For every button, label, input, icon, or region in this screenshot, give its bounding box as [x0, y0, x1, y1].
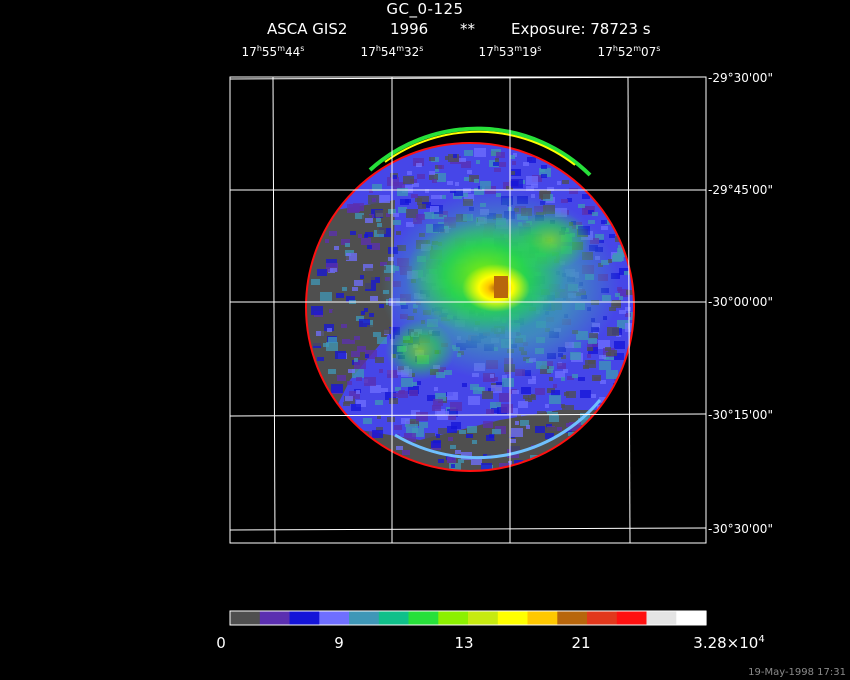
colorbar: [229, 610, 707, 626]
colorbar-swatch: [230, 611, 261, 625]
detector-rim: [305, 142, 635, 472]
colorbar-label: 3.28×104: [693, 634, 765, 652]
ra-tick-label: 17h52m07s: [597, 44, 661, 59]
colorbar-swatch: [259, 611, 291, 625]
colorbar-swatch: [557, 611, 588, 625]
colorbar-swatch: [438, 611, 469, 625]
ra-tick-label: 17h53m19s: [478, 44, 542, 59]
colorbar-swatch: [408, 611, 439, 625]
coordinate-grid: [229, 76, 707, 544]
colorbar-swatch: [468, 611, 499, 625]
ra-tick-label: 17h55m44s: [241, 44, 305, 59]
dec-tick-label: -30°15'00": [708, 408, 773, 422]
colorbar-label: 13: [454, 634, 474, 652]
colorbar-label: 0: [216, 634, 226, 652]
image-title: GC_0-125: [386, 0, 464, 18]
dec-tick-label: -30°30'00": [708, 522, 773, 536]
marker-label: **: [460, 20, 475, 38]
plot-frame: [229, 76, 707, 544]
peak-source: [494, 276, 508, 298]
rim-arc-north: [368, 126, 592, 177]
colorbar-label: 9: [334, 634, 344, 652]
colorbar-swatch: [497, 611, 529, 625]
ra-tick-label: 17h54m32s: [360, 44, 424, 59]
colorbar-frame: [229, 610, 707, 626]
exposure-label: Exposure: 78723 s: [511, 20, 651, 38]
instrument-label: ASCA GIS2: [267, 20, 348, 38]
colorbar-swatch: [319, 611, 350, 625]
colorbar-swatch: [646, 611, 677, 625]
colorbar-swatch: [616, 611, 648, 625]
xray-image: [305, 126, 635, 472]
colorbar-swatch: [676, 611, 707, 625]
year-label: 1996: [390, 20, 429, 38]
dec-tick-label: -30°00'00": [708, 295, 773, 309]
colorbar-swatch: [587, 611, 618, 625]
dec-tick-label: -29°45'00": [708, 183, 773, 197]
colorbar-swatch: [378, 611, 410, 625]
observation-subtitle: ASCA GIS2 1996 ** Exposure: 78723 s: [0, 20, 850, 40]
colorbar-swatch: [349, 611, 380, 625]
colorbar-swatch: [527, 611, 558, 625]
colorbar-label: 21: [571, 634, 591, 652]
timestamp: 19-May-1998 17:31: [748, 667, 846, 678]
dec-tick-label: -29°30'00": [708, 71, 773, 85]
rim-arc-south: [394, 399, 602, 460]
colorbar-swatch: [289, 611, 320, 625]
